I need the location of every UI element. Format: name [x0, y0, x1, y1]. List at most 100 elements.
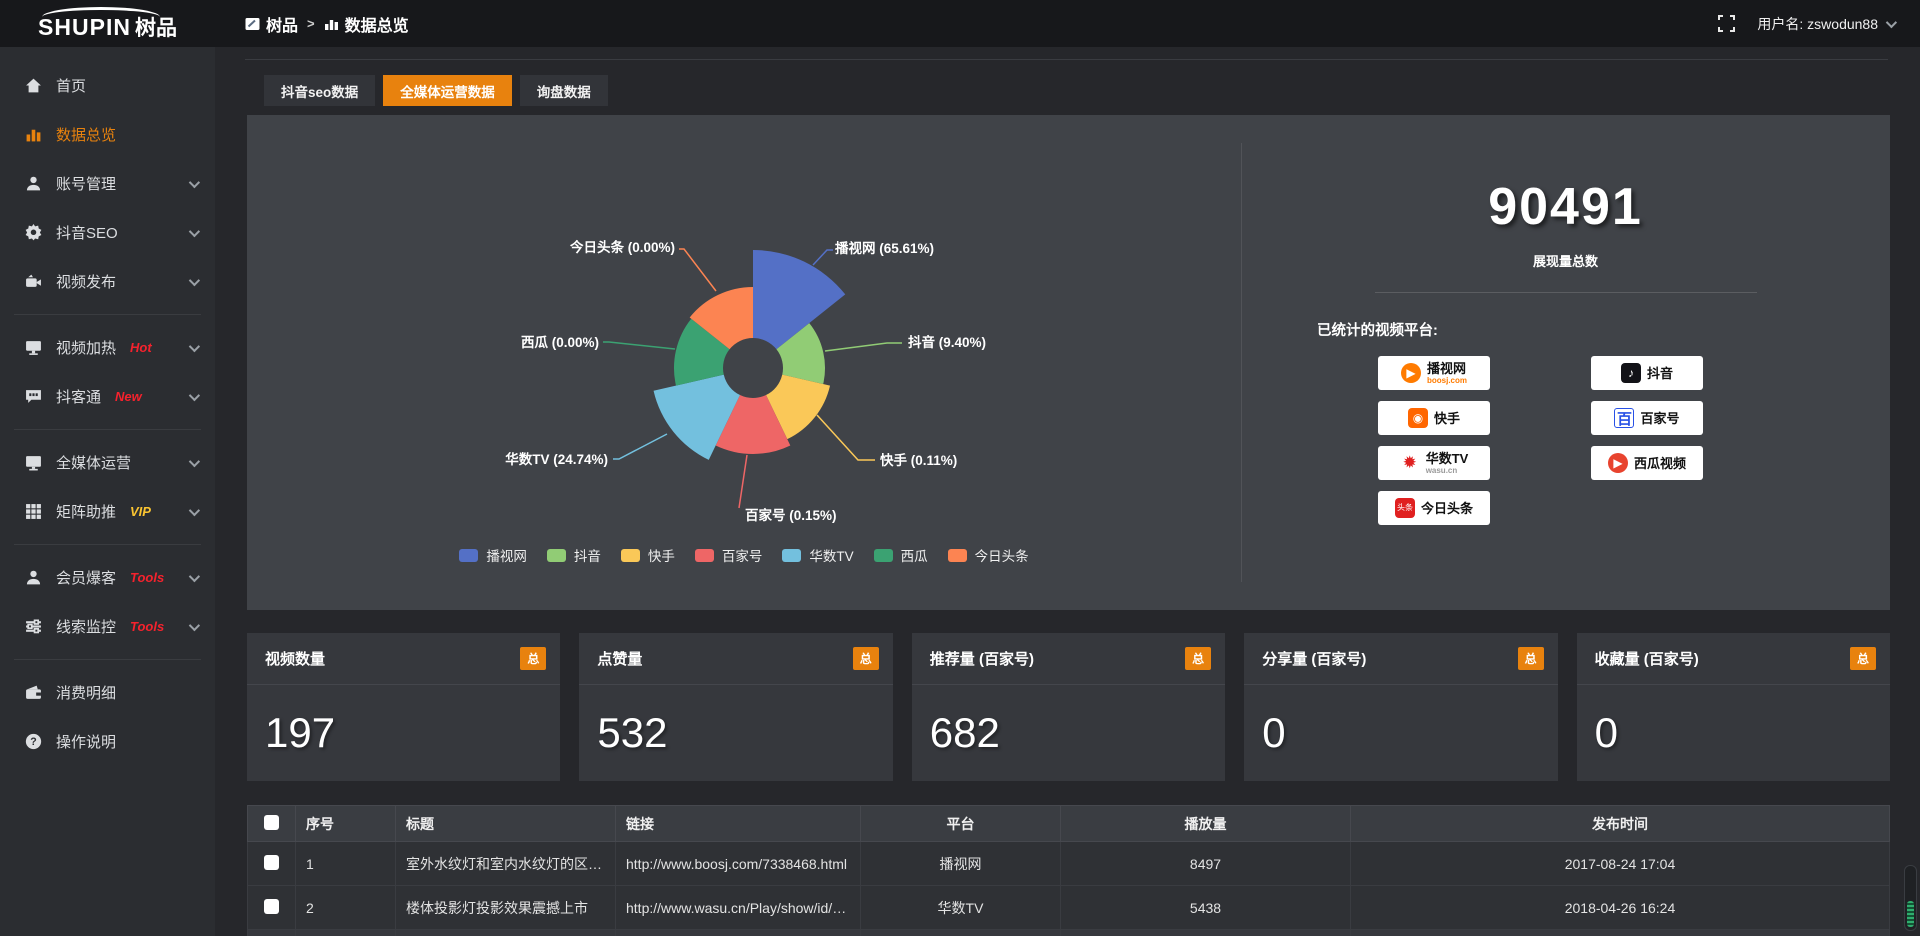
pie-slice-播视网[interactable] — [753, 250, 846, 350]
pie-slice-西瓜[interactable] — [674, 318, 730, 386]
sidebar-item-video-publish[interactable]: 视频发布 — [0, 257, 215, 306]
sidebar-item-instructions[interactable]: ? 操作说明 — [0, 717, 215, 766]
legend-item[interactable]: 华数TV — [782, 545, 854, 565]
wasu-star-icon: ✹ — [1399, 453, 1420, 473]
legend-item[interactable]: 百家号 — [694, 545, 762, 565]
breadcrumb-current[interactable]: 数据总览 — [324, 12, 409, 36]
label-line — [816, 414, 875, 461]
pie-slice-抖音[interactable] — [776, 323, 825, 385]
col-header-title: 标题 — [395, 805, 616, 842]
breadcrumb: 树品 > 数据总览 — [245, 12, 409, 36]
legend-item[interactable]: 快手 — [620, 545, 675, 565]
grid-icon — [24, 503, 42, 521]
tools-badge: Tools — [130, 570, 165, 585]
platform-badges-right: ♪ 抖音 百 百家号 ▶ 西瓜视频 — [1591, 356, 1703, 525]
platforms-label: 已统计的视频平台: — [1317, 323, 1438, 339]
top-bar: SHUPIN 树品 树品 > 数据总览 用户名: zswodun88 — [0, 0, 1920, 47]
platform-badges-left: ▶ 播视网 boosj.com ◉ 快手 ✹ 华数TV wasu.cn 头条 — [1378, 356, 1490, 525]
cell-title-link[interactable]: 楼体投影灯投影效果震撼上市 — [395, 885, 616, 930]
sidebar-item-data-overview[interactable]: 数据总览 — [0, 110, 215, 159]
stat-value: 682 — [929, 709, 1000, 756]
question-circle-icon: ? — [24, 733, 42, 751]
total-badge[interactable]: 总 — [1849, 647, 1876, 670]
total-badge[interactable]: 总 — [1517, 647, 1544, 670]
cell-url-link[interactable]: http://www.boosj.com/7338468.html — [615, 841, 861, 886]
fullscreen-icon[interactable] — [1718, 15, 1736, 32]
cell-time: 2018-04-26 16:24 — [1350, 885, 1890, 930]
pie-slice-百家号[interactable] — [715, 395, 791, 455]
platform-badge-washutv[interactable]: ✹ 华数TV wasu.cn — [1378, 446, 1490, 480]
select-all-checkbox[interactable] — [264, 814, 279, 830]
cell-title-link[interactable]: 室外水纹灯和室内水纹灯的区别和简介 — [395, 841, 616, 886]
shupin-square-icon — [245, 17, 260, 30]
stat-card-shares: 分享量 (百家号) 总 0 — [1244, 633, 1558, 781]
legend-item[interactable]: 西瓜 — [873, 545, 928, 565]
sidebar-item-home[interactable]: 首页 — [0, 61, 215, 110]
pie-slice-快手[interactable] — [766, 374, 831, 440]
platform-badge-boshiwang[interactable]: ▶ 播视网 boosj.com — [1378, 356, 1490, 390]
sidebar-item-clue-monitor[interactable]: 线索监控 Tools — [0, 602, 215, 651]
platform-badge-baijiahao[interactable]: 百 百家号 — [1591, 401, 1703, 435]
cell-url-link[interactable]: http://www.wasu.cn/Play/show/id/952... — [615, 885, 861, 930]
total-exposure-label: 展现量总数 — [1532, 254, 1598, 269]
breadcrumb-root[interactable]: 树品 — [245, 12, 298, 36]
legend-item[interactable]: 播视网 — [459, 545, 527, 565]
chevron-down-icon — [188, 619, 201, 631]
sidebar-item-douyin-seo[interactable]: 抖音SEO — [0, 208, 215, 257]
row-checkbox[interactable] — [264, 854, 279, 870]
bar-chart-icon — [324, 19, 338, 30]
sidebar-item-account[interactable]: 账号管理 — [0, 159, 215, 208]
label-line — [824, 342, 902, 352]
col-header-plays: 播放量 — [1060, 805, 1351, 842]
username[interactable]: 用户名: zswodun88 — [1757, 14, 1898, 34]
col-header-time: 发布时间 — [1350, 805, 1890, 842]
platform-badge-douyin[interactable]: ♪ 抖音 — [1591, 356, 1703, 390]
pie-slice-今日头条[interactable] — [689, 287, 753, 350]
logo[interactable]: SHUPIN 树品 — [0, 0, 215, 47]
chevron-down-icon — [188, 504, 201, 516]
platform-badge-xigua[interactable]: ▶ 西瓜视频 — [1591, 446, 1703, 480]
legend-chip-xigua — [873, 548, 893, 562]
sidebar-item-consumption-detail[interactable]: 消费明细 — [0, 668, 215, 717]
total-badge[interactable]: 总 — [520, 647, 547, 670]
chevron-down-icon — [188, 570, 201, 582]
platform-badge-kuaishou[interactable]: ◉ 快手 — [1378, 401, 1490, 435]
sidebar-item-matrix-boost[interactable]: 矩阵助推 VIP — [0, 487, 215, 536]
panel-divider — [1241, 143, 1242, 582]
gear-icon — [24, 224, 42, 242]
tab-inquiry-data[interactable]: 询盘数据 — [519, 75, 608, 106]
legend-item[interactable]: 抖音 — [546, 545, 601, 565]
tab-bar: 抖音seo数据 全媒体运营数据 询盘数据 — [264, 75, 608, 106]
monitor-icon — [24, 454, 42, 472]
tab-omnimedia-data[interactable]: 全媒体运营数据 — [383, 75, 512, 106]
legend-item[interactable]: 今日头条 — [947, 545, 1029, 565]
sidebar-item-video-heating[interactable]: 视频加热 Hot — [0, 323, 215, 372]
col-header-link: 链接 — [615, 805, 861, 842]
legend-chip-washutv — [782, 548, 802, 562]
stat-value: 532 — [597, 709, 668, 756]
total-badge[interactable]: 总 — [1185, 647, 1212, 670]
summary-divider — [1374, 292, 1757, 293]
scrollbar-thumb[interactable] — [1907, 901, 1914, 927]
logo-text: SHUPIN — [38, 13, 131, 40]
chevron-down-icon — [188, 274, 201, 286]
legend-chip-kuaishou — [620, 548, 640, 562]
sidebar-item-member-baoke[interactable]: 会员爆客 Tools — [0, 553, 215, 602]
pie-label: 西瓜 (0.00%) — [521, 335, 599, 350]
chart-legend: 播视网 抖音 快手 百家号 华数TV 西瓜 今日头条 — [247, 545, 1241, 565]
label-line — [738, 454, 748, 509]
platform-badge-toutiao[interactable]: 头条 今日头条 — [1378, 491, 1490, 525]
rose-pie-chart[interactable]: 播视网 (65.61%) 抖音 (9.40%) 快手 (0.11%) 百家号 (0.1… — [247, 115, 1241, 610]
video-publish-icon — [24, 273, 42, 291]
cell-time: 2017-08-24 17:04 — [1350, 841, 1890, 886]
total-badge[interactable]: 总 — [852, 647, 879, 670]
chevron-down-icon — [188, 340, 201, 352]
pie-slice-华数TV[interactable] — [653, 374, 740, 460]
sidebar-item-douketong[interactable]: 抖客通 New — [0, 372, 215, 421]
sidebar-item-omnimedia[interactable]: 全媒体运营 — [0, 438, 215, 487]
col-header-platform: 平台 — [860, 805, 1061, 842]
row-checkbox[interactable] — [264, 898, 279, 914]
tab-douyin-seo-data[interactable]: 抖音seo数据 — [264, 75, 376, 106]
col-header-num: 序号 — [295, 805, 396, 842]
